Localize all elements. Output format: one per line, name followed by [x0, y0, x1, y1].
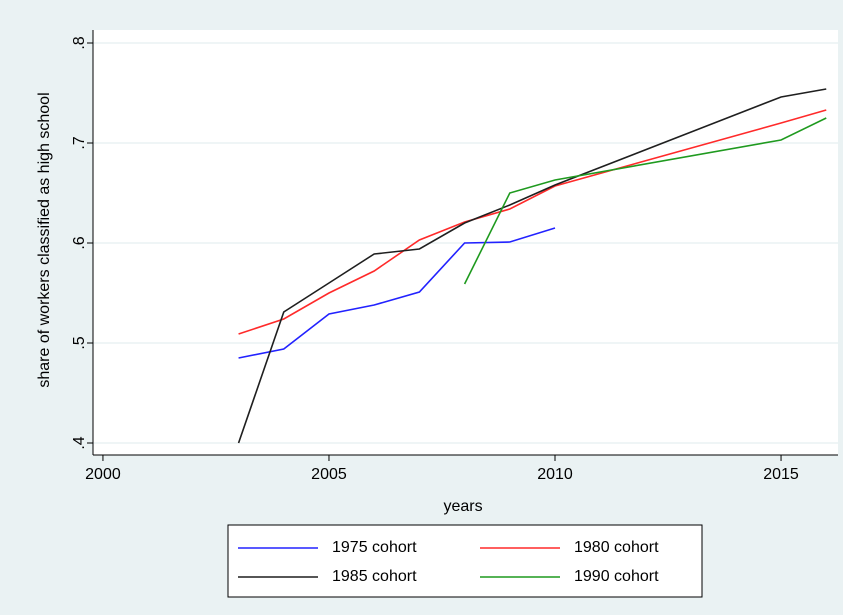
y-tick-label: .5: [71, 336, 88, 349]
series-line: [238, 109, 827, 335]
x-tick-label: 2015: [763, 466, 799, 483]
legend-label: 1975 cohort: [332, 539, 417, 556]
y-tick-label: .4: [71, 436, 88, 449]
x-tick-label: 2005: [311, 466, 347, 483]
legend: [227, 524, 703, 598]
y-tick-label: .8: [71, 36, 88, 49]
legend-label: 1990 cohort: [574, 568, 659, 585]
series-line: [237, 88, 827, 444]
x-axis-title: years: [443, 498, 482, 515]
y-axis-title: share of workers classified as high scho…: [36, 92, 53, 387]
series-line: [238, 227, 556, 359]
legend-label: 1985 cohort: [332, 568, 417, 585]
y-tick-label: .7: [71, 136, 88, 149]
legend-label: 1980 cohort: [574, 539, 659, 556]
x-tick-label: 2010: [537, 466, 573, 483]
series-line: [463, 117, 827, 285]
y-tick-label: .6: [71, 236, 88, 249]
x-tick-label: 2000: [85, 466, 121, 483]
